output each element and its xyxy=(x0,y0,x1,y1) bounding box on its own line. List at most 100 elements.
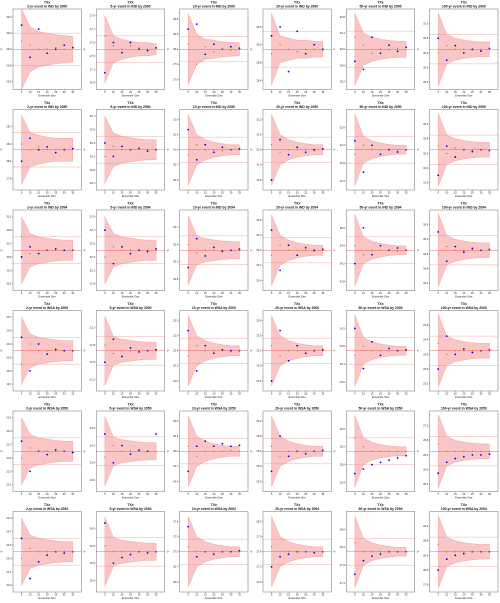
x-tick-label: 30 xyxy=(479,191,482,195)
data-point-orange xyxy=(72,149,74,151)
y-axis-label: °F xyxy=(249,148,253,151)
data-point-blue xyxy=(146,150,149,152)
data-point-blue xyxy=(388,148,390,151)
data-point-orange xyxy=(270,53,273,55)
x-tick-label: 15 xyxy=(37,191,40,195)
data-point-orange xyxy=(46,450,48,452)
data-point-orange xyxy=(362,345,365,347)
data-point-orange xyxy=(38,249,40,251)
data-point-orange xyxy=(437,443,439,445)
y-tick-label: 28.8 xyxy=(423,539,429,543)
y-tick-label: 22.3 xyxy=(173,364,179,368)
data-point-blue xyxy=(437,368,440,370)
x-tick-label: 15 xyxy=(287,392,290,396)
subplot-title: 2-yr event in IND by 2000 xyxy=(27,4,67,8)
x-tick-label: 20 xyxy=(462,90,465,94)
x-tick-label: 25 xyxy=(388,593,391,597)
x-tick-label: 10 xyxy=(279,291,282,295)
data-point-blue xyxy=(396,151,399,153)
subplot-title: 100-yr event in IND by 2094 xyxy=(442,205,486,209)
x-tick-label: 25 xyxy=(304,492,307,496)
data-point-orange xyxy=(38,450,40,452)
subplot-title: 5-yr event in WSA by 2000 xyxy=(109,306,151,310)
data-point-blue xyxy=(388,347,390,350)
data-point-orange xyxy=(55,249,57,251)
data-point-blue xyxy=(471,454,474,456)
x-tick-label: 20 xyxy=(296,392,299,396)
data-point-orange xyxy=(129,249,132,251)
x-tick-label: 5 xyxy=(437,90,439,94)
data-point-blue xyxy=(371,144,373,147)
x-tick-label: 5 xyxy=(354,291,356,295)
subplot-title: TXx xyxy=(461,101,467,105)
x-tick-label: 30 xyxy=(396,492,399,496)
subplot-title: 2-yr event in IND by 2050 xyxy=(27,105,67,109)
y-tick-label: 25.3 xyxy=(173,434,179,438)
data-point-blue xyxy=(480,50,482,52)
y-tick-label: 22.1 xyxy=(6,483,12,487)
x-tick-label: 35 xyxy=(405,593,408,597)
data-point-blue xyxy=(454,353,457,356)
data-point-orange xyxy=(221,48,223,50)
x-tick-label: 10 xyxy=(362,392,365,396)
y-tick-label: 31.8 xyxy=(340,161,346,165)
x-tick-label: 5 xyxy=(271,492,273,496)
x-tick-label: 35 xyxy=(155,90,158,94)
data-point-blue xyxy=(279,329,281,332)
y-tick-label: 20.3 xyxy=(6,342,12,346)
data-point-orange xyxy=(270,445,273,447)
data-point-blue xyxy=(221,442,224,445)
y-tick-label: 28.8 xyxy=(173,17,179,21)
y-tick-label: 28.2 xyxy=(340,545,346,549)
data-point-orange xyxy=(196,144,198,146)
x-tick-label: 35 xyxy=(488,392,491,396)
data-point-orange xyxy=(104,256,106,258)
x-tick-label: 30 xyxy=(229,191,232,195)
y-tick-label: 30.8 xyxy=(340,15,346,19)
y-tick-label: 35.2 xyxy=(423,237,429,241)
data-point-orange xyxy=(446,353,448,356)
x-tick-label: 25 xyxy=(388,291,391,295)
data-point-blue xyxy=(454,44,457,47)
y-tick-label: 28.2 xyxy=(173,47,179,51)
data-point-blue xyxy=(353,139,356,142)
data-point-blue xyxy=(112,461,115,464)
y-axis-label: °F xyxy=(0,148,3,151)
x-tick-label: 15 xyxy=(37,392,40,396)
data-point-blue xyxy=(212,352,215,355)
data-point-orange xyxy=(55,350,57,352)
x-tick-label: 10 xyxy=(445,392,448,396)
y-tick-label: 28.7 xyxy=(6,125,12,129)
x-tick-label: 30 xyxy=(229,291,232,295)
subplot-title: TXx xyxy=(377,403,383,407)
y-tick-label: 22.9 xyxy=(173,334,179,338)
y-tick-label: 32.2 xyxy=(256,117,262,121)
data-point-blue xyxy=(121,145,123,148)
x-tick-label: 30 xyxy=(313,593,316,597)
data-point-orange xyxy=(29,253,31,255)
subplot-title: 20-yr event in IND by 2094 xyxy=(276,205,318,209)
x-tick-label: 35 xyxy=(71,593,74,597)
x-axis-label: Ensemble Size xyxy=(122,194,140,198)
x-tick-label: 10 xyxy=(195,392,198,396)
data-point-blue xyxy=(212,151,215,154)
data-point-blue xyxy=(304,52,307,55)
x-tick-label: 25 xyxy=(221,593,224,597)
x-tick-label: 5 xyxy=(437,492,439,496)
x-tick-label: 35 xyxy=(155,593,158,597)
data-point-orange xyxy=(129,551,132,553)
data-point-blue xyxy=(187,329,190,332)
x-tick-label: 15 xyxy=(37,90,40,94)
data-point-blue xyxy=(462,52,465,54)
x-axis-label: Ensemble Size xyxy=(455,194,473,198)
x-axis-label: Ensemble Size xyxy=(122,94,140,98)
subplot-title: TXx xyxy=(211,503,217,507)
x-tick-label: 20 xyxy=(46,593,49,597)
